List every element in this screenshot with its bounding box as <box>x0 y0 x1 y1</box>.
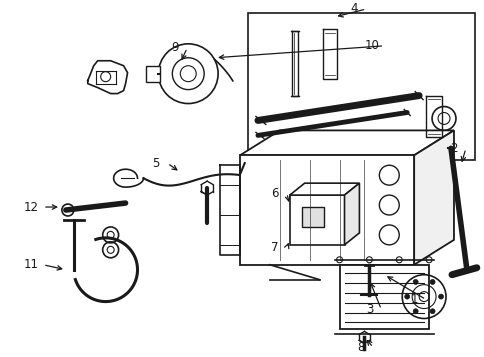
Bar <box>301 207 323 227</box>
Bar <box>146 66 160 82</box>
Text: 4: 4 <box>350 2 358 15</box>
Text: 9: 9 <box>171 41 179 54</box>
Circle shape <box>412 280 417 285</box>
Bar <box>339 265 428 330</box>
Bar <box>240 155 413 265</box>
Circle shape <box>429 280 434 285</box>
Text: 10: 10 <box>364 39 379 52</box>
Circle shape <box>429 309 434 314</box>
Circle shape <box>438 294 442 299</box>
Text: 11: 11 <box>24 258 38 271</box>
Polygon shape <box>413 130 453 265</box>
Text: 3: 3 <box>365 303 372 316</box>
Text: 1: 1 <box>409 293 417 306</box>
Text: 6: 6 <box>271 187 278 200</box>
Text: 8: 8 <box>357 341 364 354</box>
Text: 2: 2 <box>449 142 457 155</box>
Circle shape <box>412 309 417 314</box>
Polygon shape <box>240 130 453 155</box>
Polygon shape <box>344 183 359 245</box>
Bar <box>247 13 474 160</box>
Text: 7: 7 <box>271 241 278 254</box>
Text: 5: 5 <box>151 157 159 170</box>
Bar <box>289 195 344 245</box>
Circle shape <box>404 294 409 299</box>
Text: 12: 12 <box>24 201 38 213</box>
Polygon shape <box>289 183 359 195</box>
